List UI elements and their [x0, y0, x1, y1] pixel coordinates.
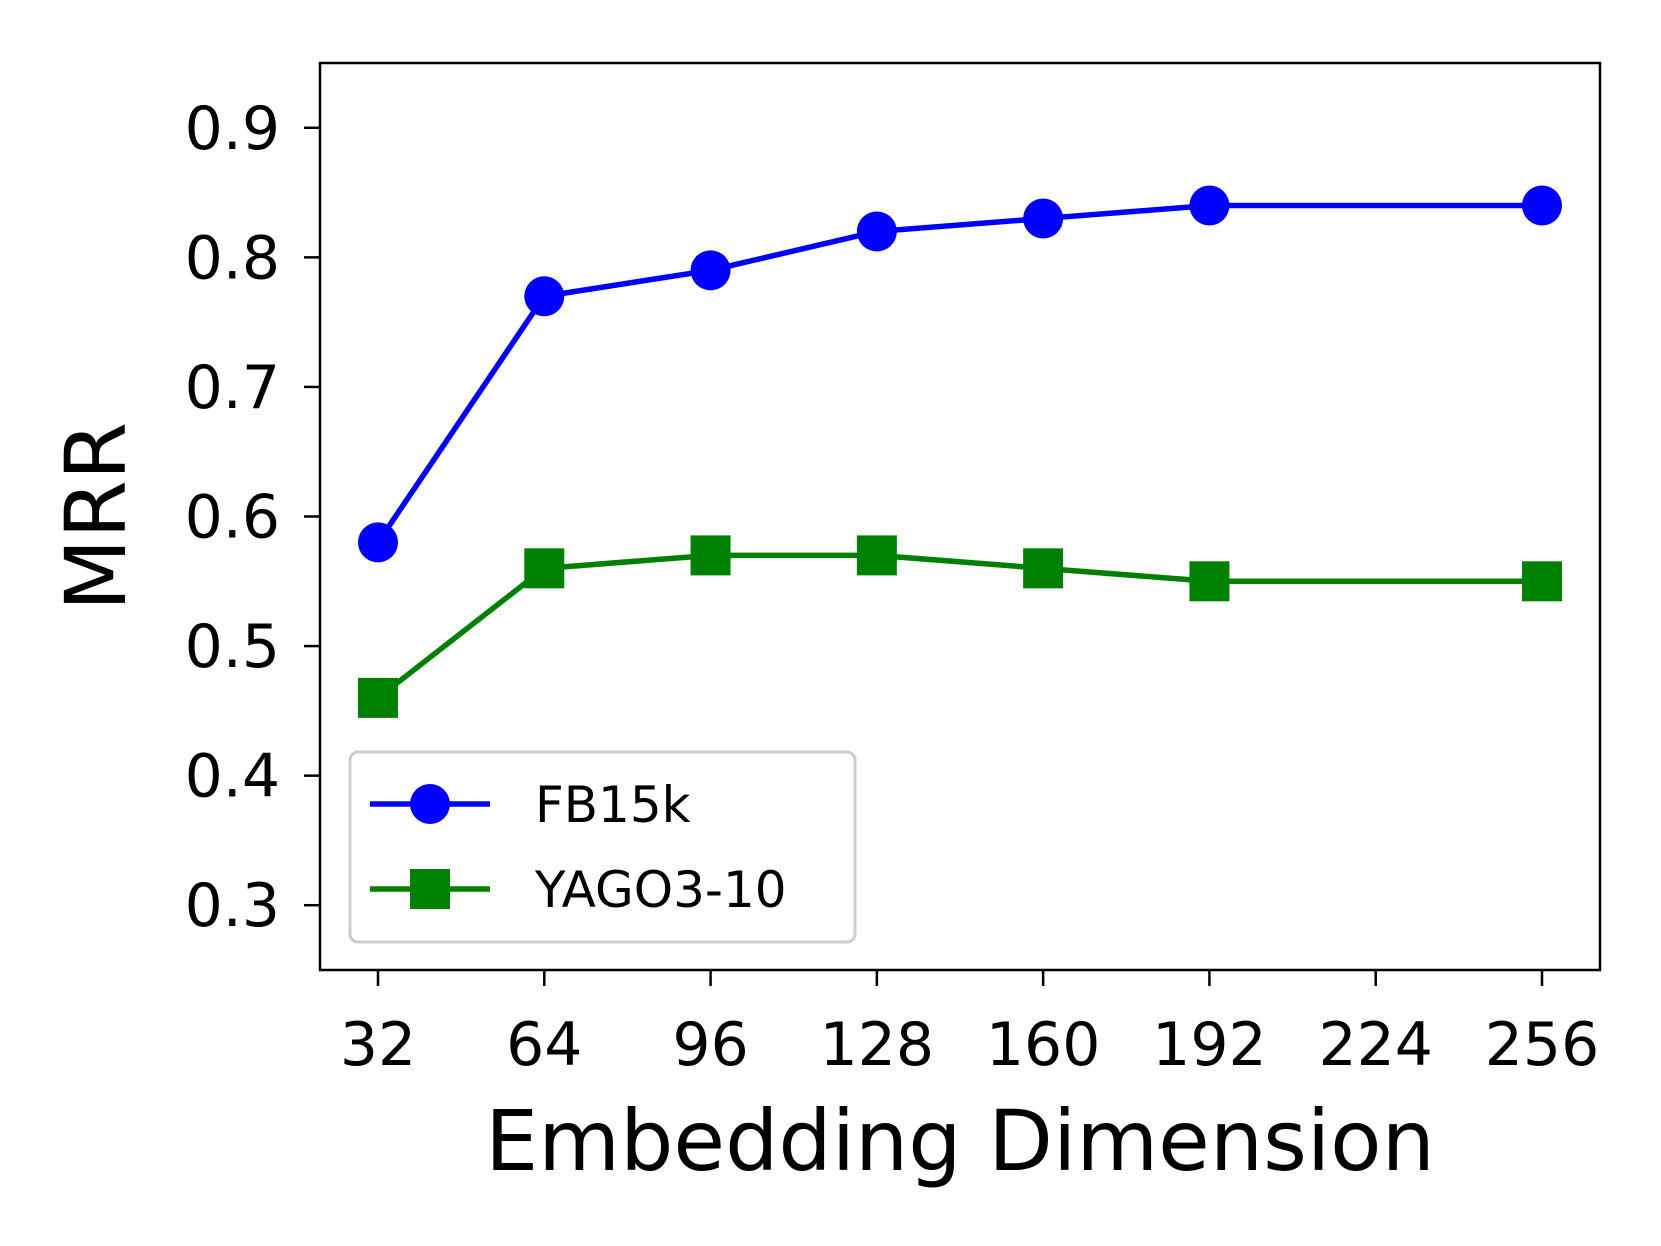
- series-yago3-10: [358, 535, 1562, 718]
- y-tick-label: 0.3: [185, 871, 280, 941]
- data-point-yago3-10: [1023, 548, 1064, 589]
- x-tick-label: 160: [986, 1010, 1101, 1080]
- x-tick-label: 192: [1152, 1010, 1267, 1080]
- y-tick-label: 0.5: [185, 612, 280, 682]
- x-axis-label: Embedding Dimension: [485, 1092, 1435, 1190]
- data-point-fb15k: [524, 276, 565, 317]
- legend-label-yago3-10: YAGO3-10: [534, 861, 787, 919]
- legend-box: [348, 750, 857, 944]
- data-point-yago3-10: [1189, 561, 1230, 602]
- x-tick-label: 64: [506, 1010, 582, 1080]
- y-axis-ticks: 0.3 0.4 0.5 0.6 0.7 0.8 0.9: [185, 94, 320, 941]
- y-tick-label: 0.8: [185, 223, 280, 293]
- data-point-yago3-10: [856, 535, 897, 576]
- legend: FB15k YAGO3-10: [348, 750, 857, 944]
- y-axis-label: MRR: [47, 422, 145, 611]
- y-tick-label: 0.6: [185, 483, 280, 553]
- data-point-fb15k: [856, 211, 897, 252]
- x-tick-label: 256: [1485, 1010, 1600, 1080]
- data-point-fb15k: [358, 522, 398, 563]
- x-tick-label: 96: [672, 1010, 748, 1080]
- legend-marker-yago3-10: [410, 869, 450, 909]
- data-point-yago3-10: [358, 677, 398, 718]
- data-point-fb15k: [1189, 185, 1230, 226]
- series-fb15k: [358, 185, 1562, 563]
- legend-label-fb15k: FB15k: [535, 776, 691, 834]
- data-point-fb15k: [1023, 198, 1064, 239]
- data-point-fb15k: [690, 250, 731, 291]
- y-tick-label: 0.7: [185, 353, 280, 423]
- series-layer: [358, 185, 1562, 718]
- data-point-yago3-10: [1522, 561, 1562, 602]
- x-axis-ticks: 32 64 96 128 160 192 224 256: [340, 970, 1599, 1080]
- data-point-yago3-10: [524, 548, 565, 589]
- x-tick-label: 128: [820, 1010, 935, 1080]
- legend-marker-fb15k: [410, 784, 450, 824]
- y-tick-label: 0.4: [185, 742, 280, 812]
- data-point-fb15k: [1522, 185, 1562, 226]
- x-tick-label: 224: [1318, 1010, 1433, 1080]
- x-tick-label: 32: [340, 1010, 416, 1080]
- y-tick-label: 0.9: [185, 94, 280, 164]
- data-point-yago3-10: [690, 535, 731, 576]
